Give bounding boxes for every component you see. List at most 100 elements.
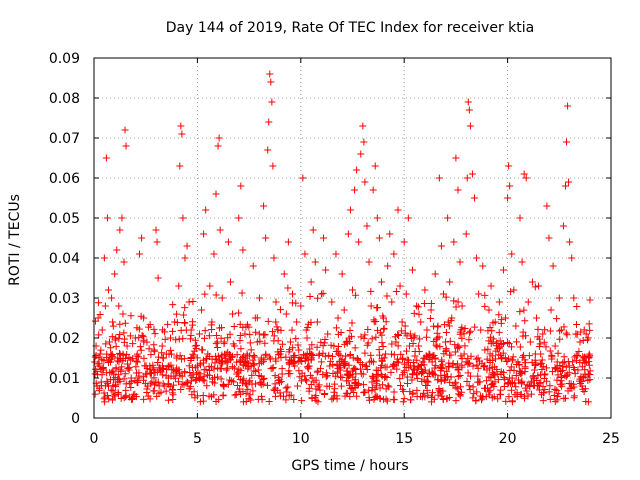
data-point: [450, 238, 458, 246]
background-point: [117, 395, 125, 403]
data-point: [365, 258, 373, 266]
background-point: [579, 374, 587, 382]
background-point: [515, 361, 523, 369]
data-point: [154, 274, 162, 282]
background-point: [481, 362, 489, 370]
data-point: [360, 138, 368, 146]
background-point: [385, 383, 393, 391]
data-point: [328, 298, 336, 306]
background-point: [246, 331, 254, 339]
background-point: [560, 353, 568, 361]
background-point: [365, 386, 373, 394]
background-point: [457, 388, 465, 396]
background-point: [546, 327, 554, 335]
background-point: [373, 370, 381, 378]
background-point: [181, 304, 189, 312]
data-point: [564, 102, 572, 110]
data-point: [284, 238, 292, 246]
background-point: [407, 396, 415, 404]
background-point: [420, 299, 428, 307]
background-point: [336, 351, 344, 359]
background-point: [122, 386, 130, 394]
background-point: [214, 373, 222, 381]
background-point: [207, 393, 215, 401]
data-point: [520, 170, 528, 178]
background-point: [195, 375, 203, 383]
background-point: [312, 385, 320, 393]
background-point: [234, 381, 242, 389]
y-tick-label: 0.03: [49, 291, 80, 307]
background-point: [101, 382, 109, 390]
data-point: [460, 350, 468, 358]
data-point: [260, 202, 268, 210]
data-point: [535, 282, 543, 290]
background-point: [217, 375, 225, 383]
background-point: [500, 382, 508, 390]
data-point: [224, 238, 232, 246]
background-point: [221, 357, 229, 365]
data-point: [578, 382, 586, 390]
data-point: [456, 258, 464, 266]
data-point: [357, 150, 365, 158]
background-point: [509, 353, 517, 361]
data-point: [351, 186, 359, 194]
data-point: [267, 78, 275, 86]
background-point: [298, 377, 306, 385]
background-point: [270, 332, 278, 340]
data-point: [255, 294, 263, 302]
background-point: [335, 362, 343, 370]
background-point: [416, 335, 424, 343]
background-point: [518, 377, 526, 385]
data-point: [297, 302, 305, 310]
data-point: [408, 266, 416, 274]
background-point: [531, 356, 539, 364]
background-point: [390, 396, 398, 404]
background-point: [488, 363, 496, 371]
background-point: [96, 310, 104, 318]
background-point: [407, 335, 415, 343]
data-point: [487, 282, 495, 290]
background-point: [363, 366, 371, 374]
background-point: [249, 387, 257, 395]
data-point: [466, 122, 474, 130]
data-point: [427, 306, 435, 314]
data-point: [100, 254, 108, 262]
background-point: [516, 343, 524, 351]
background-point: [546, 382, 554, 390]
background-point: [348, 319, 356, 327]
background-point: [586, 296, 594, 304]
data-point: [193, 362, 201, 370]
background-point: [199, 392, 207, 400]
background-point: [394, 355, 402, 363]
background-point: [452, 303, 460, 311]
data-point: [421, 286, 429, 294]
background-point: [177, 385, 185, 393]
data-point: [208, 318, 216, 326]
data-point: [479, 262, 487, 270]
data-point: [167, 334, 175, 342]
data-point: [115, 302, 123, 310]
data-point: [114, 354, 122, 362]
data-point: [437, 242, 445, 250]
background-point: [240, 375, 248, 383]
background-point: [306, 371, 314, 379]
background-point: [109, 382, 117, 390]
data-point: [177, 122, 185, 130]
background-point: [475, 357, 483, 365]
data-point: [355, 238, 363, 246]
data-point: [106, 338, 114, 346]
background-point: [420, 389, 428, 397]
data-point: [176, 162, 184, 170]
background-point: [502, 397, 510, 405]
data-point: [514, 358, 522, 366]
background-point: [447, 373, 455, 381]
data-point: [435, 174, 443, 182]
background-point: [170, 372, 178, 380]
background-point: [332, 324, 340, 332]
background-point: [372, 318, 380, 326]
background-point: [558, 366, 566, 374]
background-point: [329, 352, 337, 360]
x-tick-label: 15: [395, 431, 413, 447]
data-point: [181, 254, 189, 262]
background-point: [255, 371, 263, 379]
